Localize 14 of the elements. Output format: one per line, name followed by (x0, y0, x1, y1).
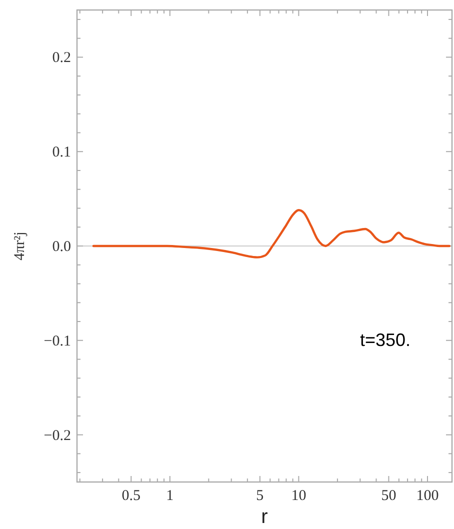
y-tick-label: −0.2 (44, 428, 71, 444)
y-axis-title: 4πr²j (12, 232, 28, 260)
x-tick-label: 10 (291, 488, 306, 504)
x-tick-label: 100 (416, 488, 439, 504)
y-tick-label: −0.1 (44, 333, 71, 350)
y-tick-label: 0.2 (52, 50, 71, 66)
x-tick-label: 5 (256, 488, 264, 504)
x-tick-label: 1 (166, 488, 174, 504)
annotation: t=350. (360, 330, 411, 350)
x-tick-label: 0.5 (122, 488, 140, 504)
x-tick-label: 50 (381, 488, 396, 504)
x-axis-title: r (261, 506, 268, 528)
y-tick-label: 0.1 (52, 144, 71, 161)
y-tick-label: 0.0 (52, 239, 71, 255)
